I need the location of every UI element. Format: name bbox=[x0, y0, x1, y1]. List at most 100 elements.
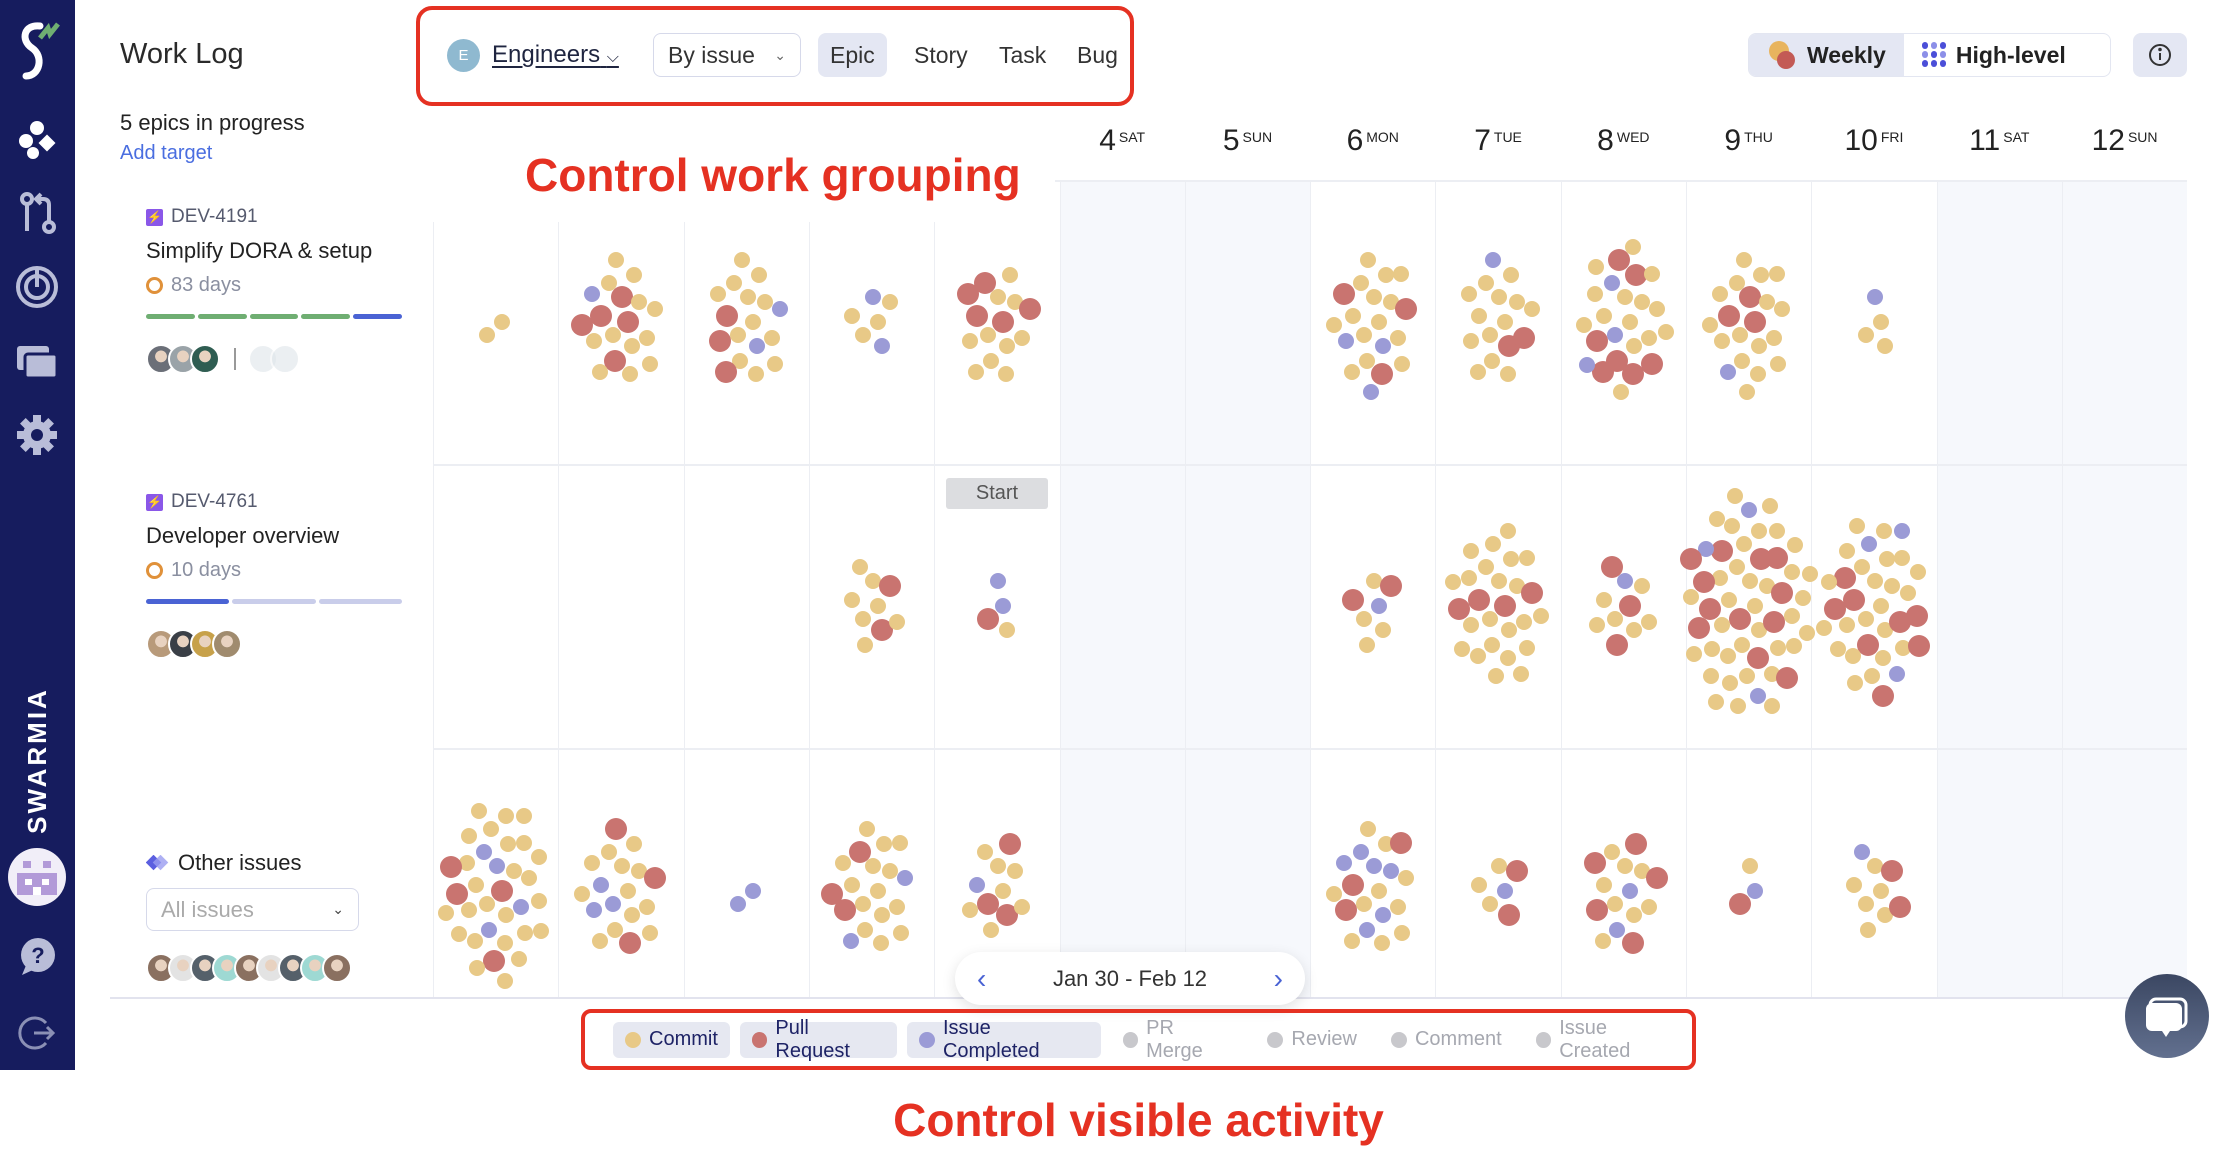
commit-dot[interactable] bbox=[1899, 585, 1916, 602]
commit-dot[interactable] bbox=[1878, 551, 1895, 568]
pull-request-dot[interactable] bbox=[1888, 895, 1911, 918]
pull-request-dot[interactable] bbox=[1512, 326, 1535, 349]
pull-request-dot[interactable] bbox=[1680, 548, 1703, 571]
commit-dot[interactable] bbox=[844, 877, 861, 894]
chat-button[interactable] bbox=[2125, 974, 2209, 1058]
commit-dot[interactable] bbox=[601, 275, 618, 292]
commit-dot[interactable] bbox=[1496, 314, 1513, 330]
pull-request-dot[interactable] bbox=[1493, 595, 1516, 617]
commit-dot[interactable] bbox=[1884, 577, 1901, 594]
type-filter-epic[interactable]: Epic bbox=[818, 33, 887, 77]
issue-completed-dot[interactable] bbox=[593, 877, 610, 894]
commit-dot[interactable] bbox=[1640, 613, 1657, 630]
add-target-link[interactable]: Add target bbox=[120, 142, 213, 164]
commit-dot[interactable] bbox=[1829, 641, 1846, 658]
commit-dot[interactable] bbox=[1738, 668, 1755, 685]
commit-dot[interactable] bbox=[1759, 577, 1776, 594]
issue-completed-dot[interactable] bbox=[1621, 883, 1638, 899]
pull-request-dot[interactable] bbox=[1621, 931, 1644, 954]
commit-dot[interactable] bbox=[521, 870, 538, 887]
commit-dot[interactable] bbox=[962, 901, 979, 918]
commit-dot[interactable] bbox=[855, 611, 872, 628]
commit-dot[interactable] bbox=[1909, 563, 1926, 580]
commit-dot[interactable] bbox=[1774, 301, 1791, 318]
commit-dot[interactable] bbox=[1393, 924, 1410, 941]
commit-dot[interactable] bbox=[1769, 265, 1786, 282]
issue-completed-dot[interactable] bbox=[1606, 327, 1623, 344]
commit-dot[interactable] bbox=[1588, 258, 1605, 275]
commit-dot[interactable] bbox=[1759, 293, 1776, 310]
pull-request-dot[interactable] bbox=[1763, 610, 1786, 633]
commit-dot[interactable] bbox=[1747, 598, 1764, 614]
commit-dot[interactable] bbox=[1445, 573, 1462, 590]
commit-dot[interactable] bbox=[1701, 316, 1718, 333]
commit-dot[interactable] bbox=[1485, 535, 1502, 552]
contributor-avatar[interactable] bbox=[212, 629, 242, 659]
commit-dot[interactable] bbox=[451, 926, 468, 943]
issue-filter-select[interactable]: All issues ⌄ bbox=[146, 888, 359, 931]
issue-completed-dot[interactable] bbox=[995, 598, 1012, 614]
commit-dot[interactable] bbox=[729, 327, 746, 344]
pull-request-dot[interactable] bbox=[1692, 570, 1715, 593]
commit-dot[interactable] bbox=[1763, 666, 1780, 683]
legend-toggle-commit[interactable]: Commit bbox=[613, 1021, 730, 1058]
contributor-avatar[interactable] bbox=[322, 953, 352, 983]
commit-dot[interactable] bbox=[1001, 267, 1018, 284]
pull-request-dot[interactable] bbox=[605, 817, 628, 840]
commit-dot[interactable] bbox=[709, 285, 726, 302]
commit-dot[interactable] bbox=[1383, 293, 1400, 310]
commit-dot[interactable] bbox=[614, 857, 631, 874]
commit-dot[interactable] bbox=[1762, 498, 1779, 515]
issue-completed-dot[interactable] bbox=[1338, 332, 1355, 349]
pull-request-dot[interactable] bbox=[974, 272, 997, 295]
issue-completed-dot[interactable] bbox=[748, 337, 765, 354]
commit-dot[interactable] bbox=[864, 572, 881, 589]
issue-completed-dot[interactable] bbox=[1854, 844, 1871, 861]
commit-dot[interactable] bbox=[497, 934, 514, 951]
pull-request-dot[interactable] bbox=[491, 880, 514, 902]
commit-dot[interactable] bbox=[855, 896, 872, 913]
commit-dot[interactable] bbox=[1500, 621, 1517, 638]
pull-request-dot[interactable] bbox=[1718, 305, 1741, 328]
pull-request-dot[interactable] bbox=[1342, 589, 1365, 612]
commit-dot[interactable] bbox=[1491, 857, 1508, 874]
issue-completed-dot[interactable] bbox=[1383, 862, 1400, 879]
help-icon[interactable]: ? bbox=[14, 934, 60, 980]
commit-dot[interactable] bbox=[1007, 293, 1024, 310]
commit-dot[interactable] bbox=[733, 251, 750, 268]
pull-request-dot[interactable] bbox=[1776, 667, 1799, 690]
issue-completed-dot[interactable] bbox=[843, 932, 860, 949]
commit-dot[interactable] bbox=[638, 329, 655, 346]
commit-dot[interactable] bbox=[1741, 857, 1758, 874]
pull-request-dot[interactable] bbox=[977, 608, 1000, 631]
pull-request-dot[interactable] bbox=[1698, 597, 1721, 620]
pull-request-dot[interactable] bbox=[1606, 634, 1629, 657]
pull-request-dot[interactable] bbox=[848, 841, 871, 864]
commit-dot[interactable] bbox=[882, 862, 899, 879]
commit-dot[interactable] bbox=[995, 883, 1012, 899]
high-level-view-button[interactable]: High-level bbox=[1904, 34, 2084, 76]
commit-dot[interactable] bbox=[874, 906, 891, 923]
commit-dot[interactable] bbox=[1595, 877, 1612, 894]
pull-request-dot[interactable] bbox=[996, 903, 1019, 926]
commit-dot[interactable] bbox=[1820, 573, 1837, 590]
commit-dot[interactable] bbox=[1741, 572, 1758, 589]
issue-completed-dot[interactable] bbox=[1747, 883, 1764, 899]
team-selector[interactable]: Engineers ⌵ bbox=[492, 41, 619, 69]
commit-dot[interactable] bbox=[1720, 647, 1737, 664]
commit-dot[interactable] bbox=[641, 924, 658, 941]
commit-dot[interactable] bbox=[516, 807, 533, 824]
commit-dot[interactable] bbox=[1750, 365, 1767, 382]
commit-dot[interactable] bbox=[468, 877, 485, 894]
pull-request-dot[interactable] bbox=[1390, 831, 1413, 854]
commit-dot[interactable] bbox=[494, 314, 511, 330]
commit-dot[interactable] bbox=[1633, 862, 1650, 879]
commit-dot[interactable] bbox=[1462, 542, 1479, 559]
issue-completed-dot[interactable] bbox=[1697, 541, 1714, 558]
commit-dot[interactable] bbox=[623, 337, 640, 354]
commit-dot[interactable] bbox=[1784, 563, 1801, 580]
commit-dot[interactable] bbox=[1640, 898, 1657, 915]
legend-toggle-review[interactable]: Review bbox=[1255, 1022, 1369, 1058]
commit-dot[interactable] bbox=[1728, 275, 1745, 292]
pull-request-dot[interactable] bbox=[1583, 851, 1606, 874]
